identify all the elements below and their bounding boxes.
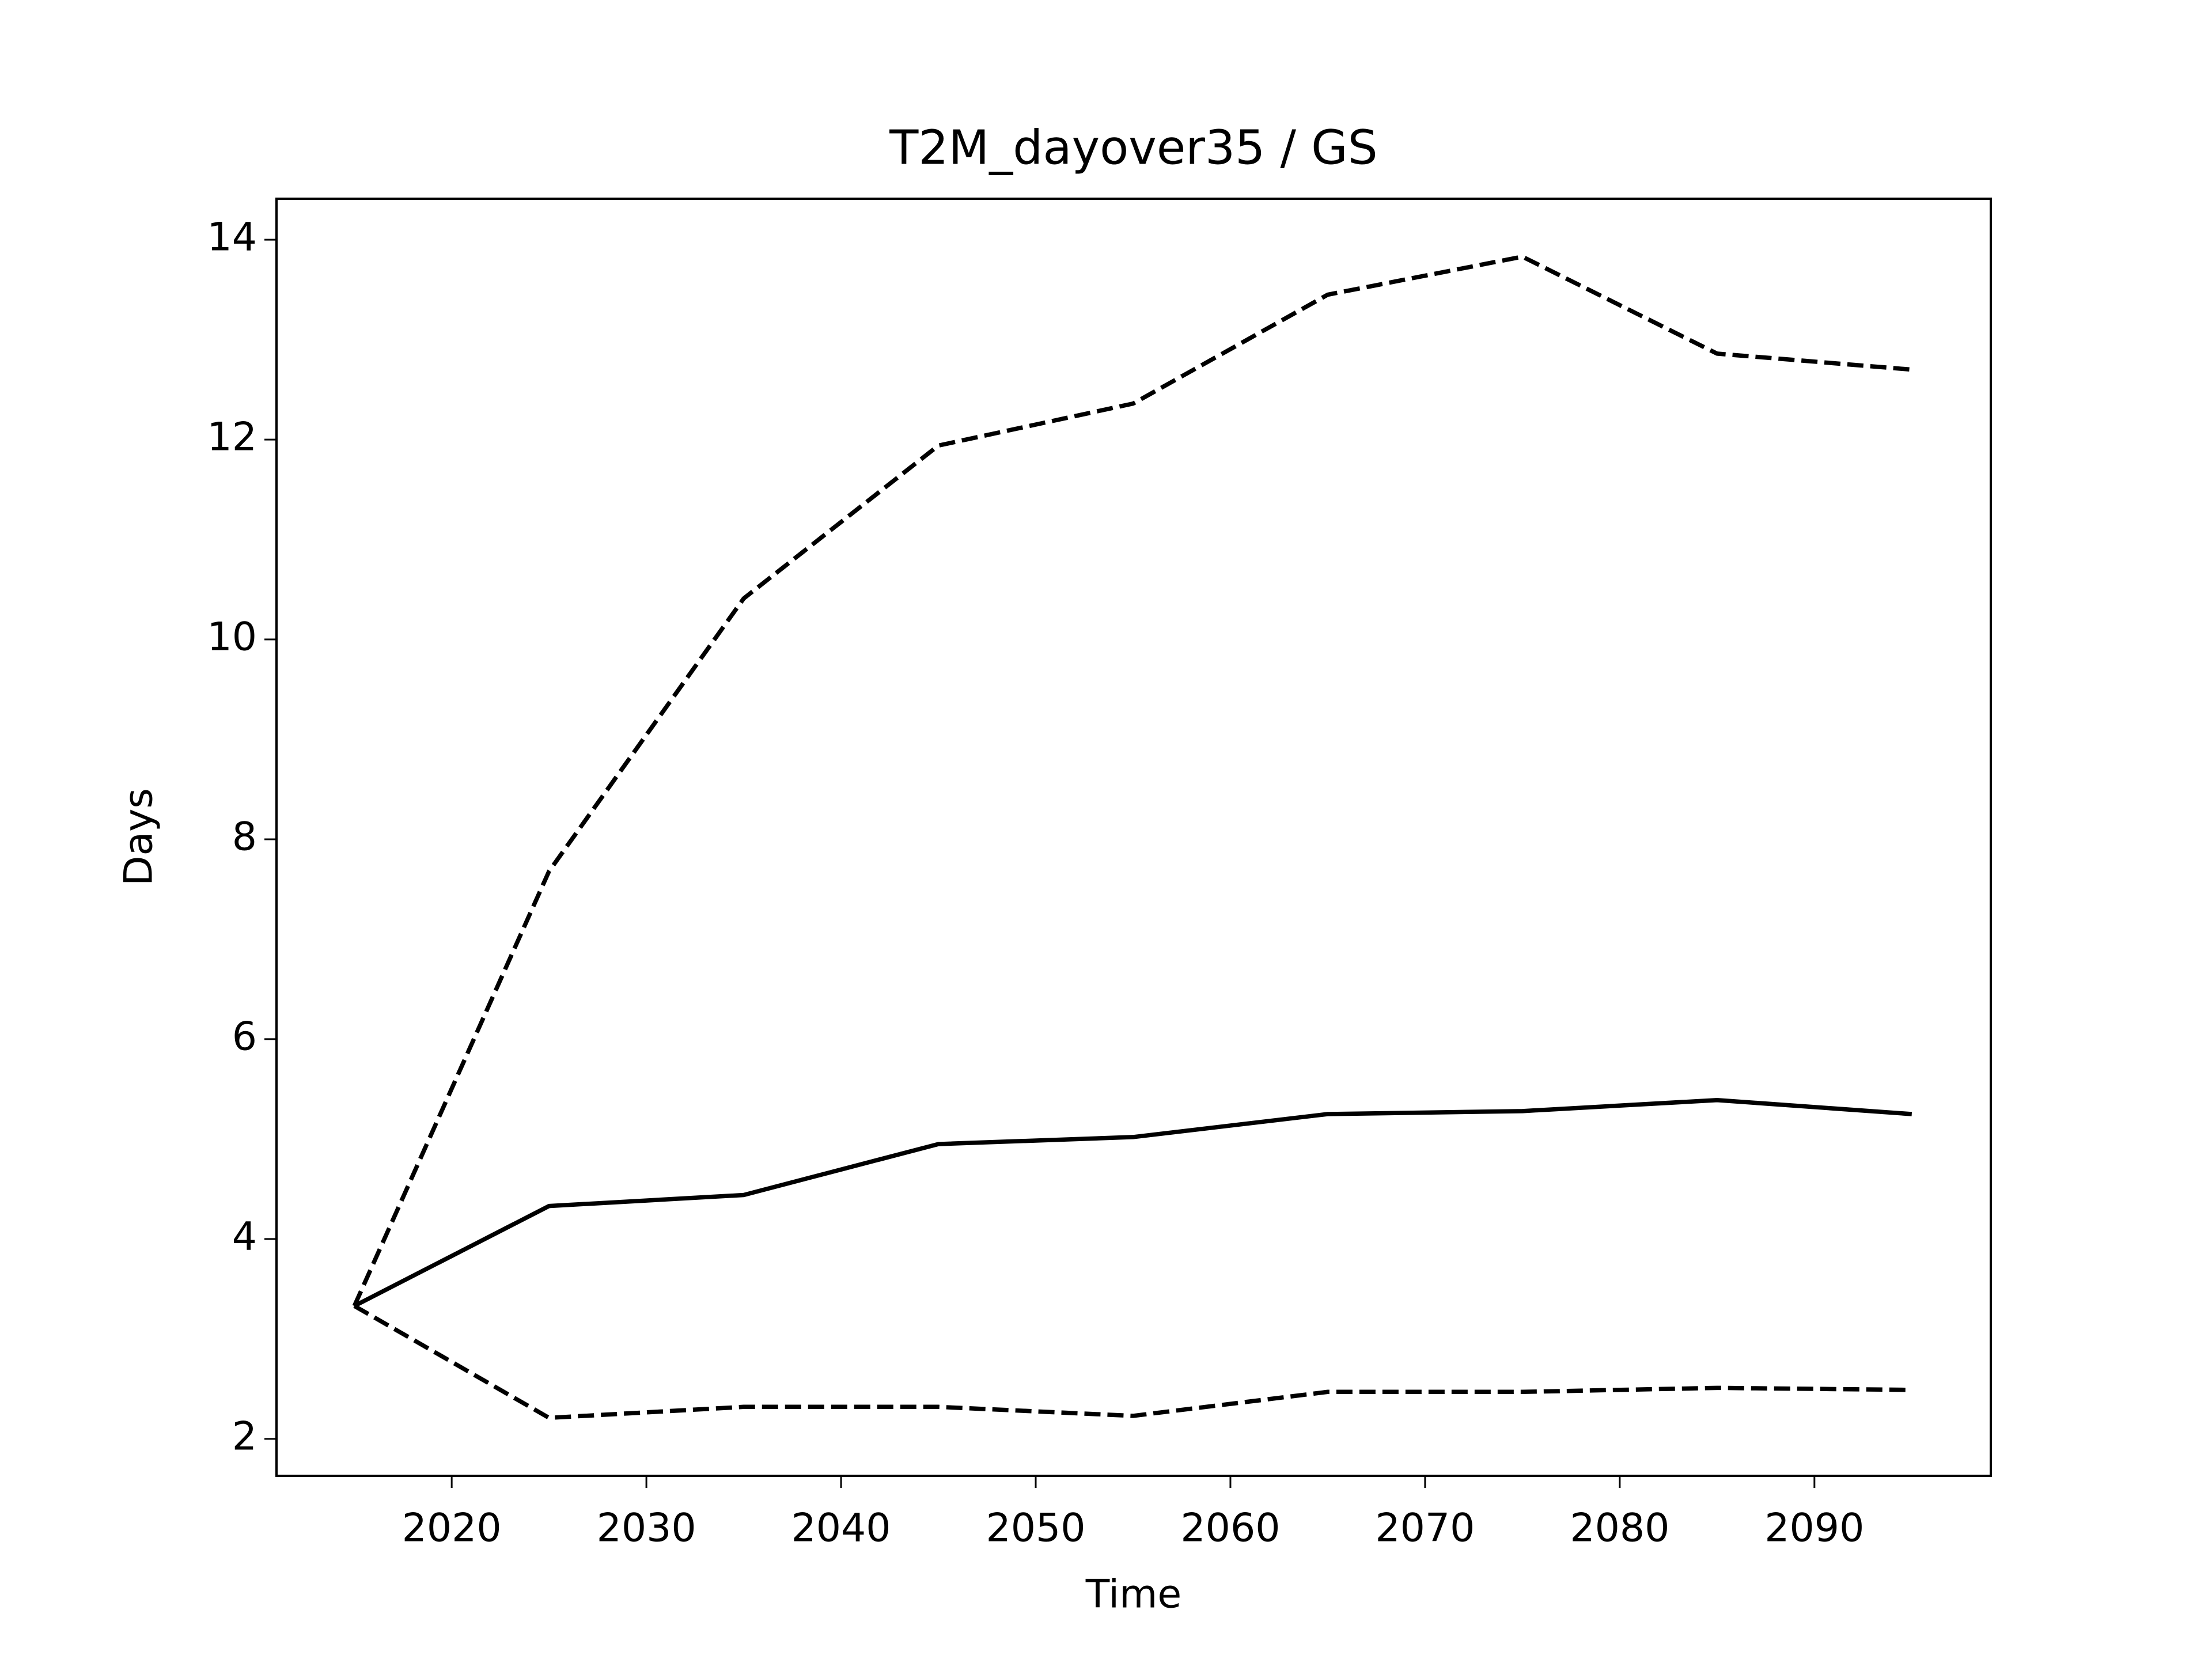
x-tick-label: 2070 [1375, 1506, 1475, 1551]
y-tick-label: 10 [207, 615, 257, 660]
x-tick-label: 2090 [1764, 1506, 1864, 1551]
x-tick-label: 2050 [986, 1506, 1085, 1551]
x-tick-label: 2040 [791, 1506, 891, 1551]
chart-title: T2M_dayover35 / GS [889, 120, 1377, 175]
plot-frame [275, 198, 1992, 1477]
x-tick-label: 2080 [1570, 1506, 1669, 1551]
x-axis-label: Time [1085, 1572, 1181, 1618]
y-axis-label: Days [116, 788, 162, 886]
x-tick-label: 2060 [1180, 1506, 1280, 1551]
series-line [353, 1304, 1912, 1421]
x-tick-label: 2020 [402, 1506, 502, 1551]
y-tick-label: 14 [207, 215, 257, 260]
y-tick-label: 8 [232, 815, 257, 860]
y-tick-label: 2 [232, 1414, 257, 1459]
series-line [352, 254, 1912, 1307]
x-tick-label: 2030 [597, 1506, 696, 1551]
y-tick-label: 4 [232, 1214, 257, 1259]
y-tick-label: 6 [232, 1014, 257, 1059]
y-tick-label: 12 [207, 415, 257, 460]
series-line [353, 1097, 1912, 1308]
